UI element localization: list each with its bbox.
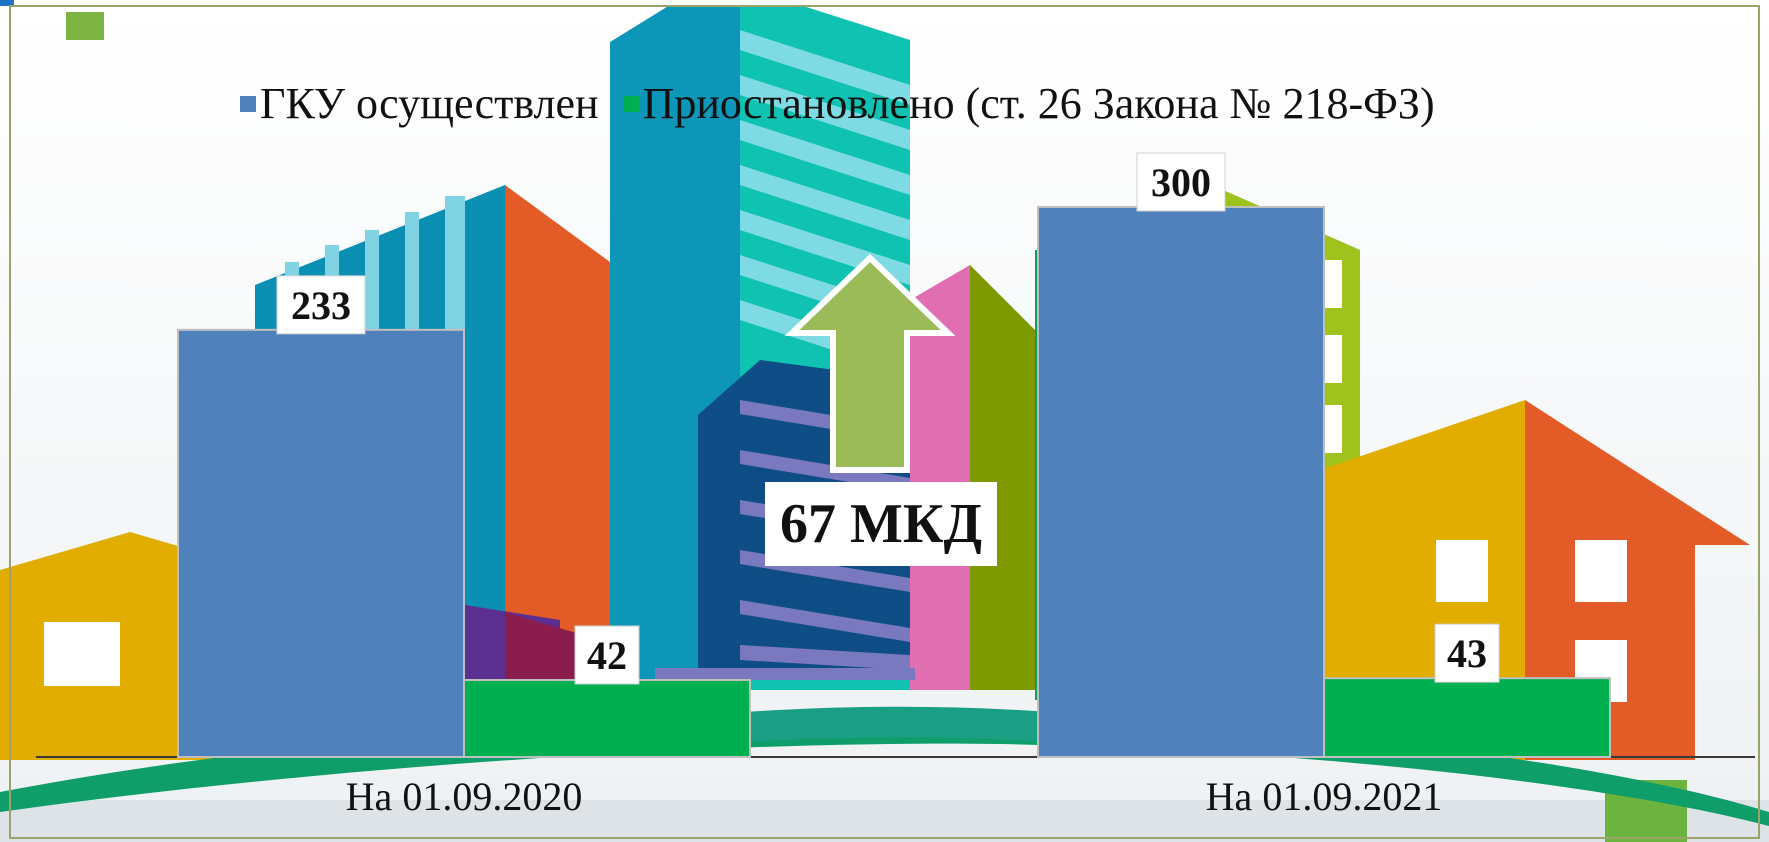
data-label-text: 233	[291, 283, 351, 328]
bar-suspended-1	[1323, 677, 1611, 759]
data-label-text: 43	[1447, 631, 1487, 676]
data-label-text: 300	[1151, 160, 1211, 205]
data-label: 233	[276, 275, 366, 335]
legend-label-suspended: Приостановлено (ст. 26 Закона № 218-ФЗ)	[642, 79, 1435, 128]
x-tick-label: На 01.09.2020	[346, 774, 583, 819]
orange-building	[505, 185, 610, 690]
bar-suspended-0	[463, 679, 751, 758]
annotation-callout: 67 МКД	[765, 482, 997, 566]
data-label-text: 42	[587, 633, 627, 678]
bar-gku-1	[1037, 206, 1325, 758]
legend: ГКУ осуществлен Приостановлено (ст. 26 З…	[240, 78, 1459, 129]
legend-item: Приостановлено (ст. 26 Закона № 218-ФЗ)	[622, 78, 1435, 129]
data-label: 42	[574, 625, 640, 685]
legend-label-gku: ГКУ осуществлен	[260, 79, 599, 128]
legend-swatch-gku	[240, 95, 256, 112]
data-label: 43	[1434, 623, 1500, 683]
legend-item: ГКУ осуществлен	[240, 78, 599, 129]
bar-gku-0	[177, 328, 465, 758]
up-arrow-icon	[784, 253, 956, 473]
x-tick-label: На 01.09.2021	[1206, 774, 1443, 819]
legend-swatch-suspended	[622, 95, 639, 112]
data-label: 300	[1136, 152, 1226, 212]
